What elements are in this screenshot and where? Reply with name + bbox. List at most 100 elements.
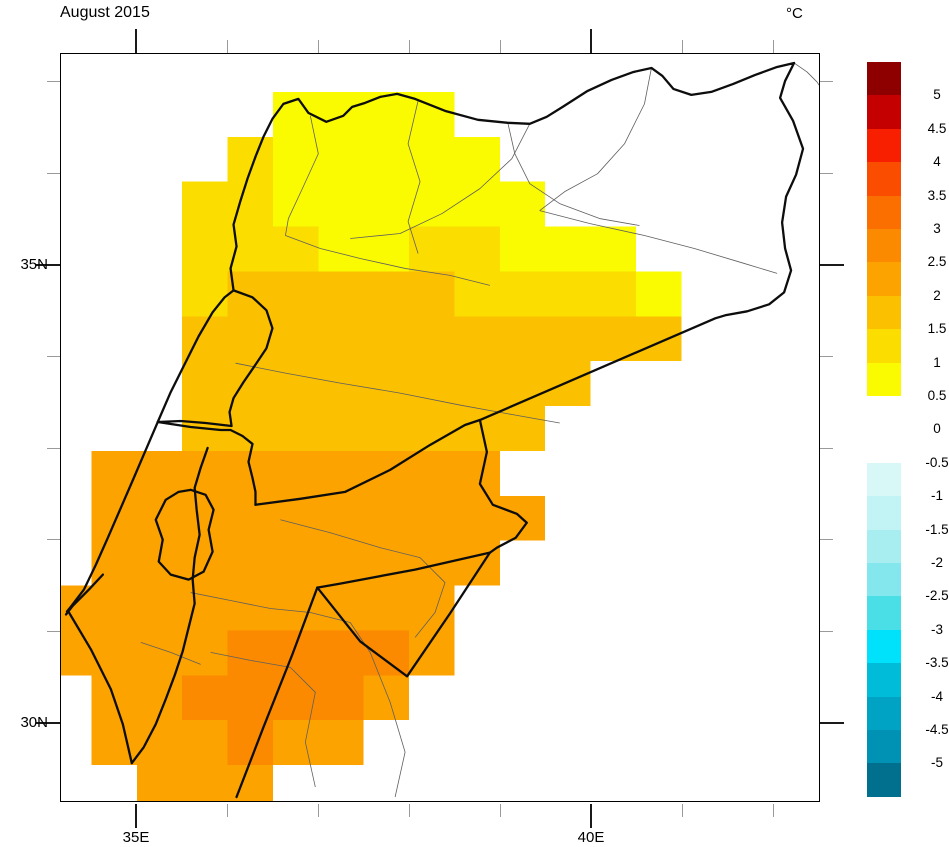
grid-cell (182, 630, 228, 676)
grid-cell (318, 406, 364, 451)
axis-tick (47, 630, 60, 632)
axis-tick (47, 172, 60, 174)
admin-boundary (140, 642, 201, 665)
grid-cell (318, 720, 364, 766)
grid-cell (318, 450, 364, 496)
axis-tick (226, 40, 228, 53)
country-border (235, 586, 319, 799)
grid-cell (182, 271, 228, 317)
colorbar-box (867, 596, 901, 630)
country-border (154, 488, 215, 581)
grid-cell (318, 91, 364, 137)
grid-cell (272, 361, 319, 407)
colorbar-box (867, 763, 901, 797)
axis-tick (820, 630, 833, 632)
country-border (229, 61, 805, 422)
country-border (156, 420, 257, 506)
admin-boundary (210, 652, 316, 788)
grid-cell (182, 765, 228, 801)
grid-cell (136, 585, 183, 631)
axis-tick (820, 172, 833, 174)
colorbar-label: 1.5 (927, 321, 947, 337)
colorbar-box (867, 195, 901, 229)
axis-tick (820, 722, 844, 724)
colorbar-label: -4 (930, 688, 943, 704)
colorbar-label: 2 (933, 287, 941, 303)
axis-tick (820, 539, 833, 541)
grid-cell (182, 675, 228, 721)
grid-cell (409, 495, 455, 541)
grid-cell (136, 720, 183, 766)
grid-cell (272, 316, 319, 362)
axis-tick (820, 447, 833, 449)
colorbar-label: -3.5 (925, 655, 949, 671)
grid-cell (272, 720, 319, 766)
grid-cell (545, 361, 591, 407)
grid-cell (363, 495, 410, 541)
grid-cell (454, 181, 500, 227)
admin-boundary (539, 67, 652, 211)
grid-cell (182, 226, 228, 272)
country-border (65, 420, 159, 613)
grid-cell (227, 316, 273, 362)
grid-cell (499, 226, 546, 272)
country-border (64, 573, 105, 616)
axis-tick (820, 264, 844, 266)
grid-cell (590, 226, 636, 272)
grid-cell (409, 181, 455, 227)
colorbar-box (867, 663, 901, 697)
axis-tick (135, 804, 137, 828)
grid-cell (499, 361, 546, 407)
admin-boundary (793, 62, 819, 86)
map-svg (61, 61, 819, 801)
axis-tick (499, 40, 501, 53)
grid-cell (454, 406, 500, 451)
axis-tick (681, 804, 683, 817)
grid-cell (182, 361, 228, 407)
grid-cell (272, 675, 319, 721)
grid-cell (454, 226, 500, 272)
colorbar-box (867, 462, 901, 497)
axis-tick (36, 722, 60, 724)
colorbar-label: 3 (933, 221, 941, 236)
colorbar-box (867, 563, 901, 597)
grid-cell (499, 406, 546, 451)
colorbar-label: -0.5 (925, 454, 949, 470)
axis-tick (681, 40, 683, 53)
country-border (156, 289, 274, 428)
colorbar-box (867, 730, 901, 764)
grid-cell (409, 450, 455, 496)
grid-cell (227, 765, 273, 801)
grid-cell (635, 316, 682, 362)
admin-boundaries-layer (140, 62, 819, 798)
grid-cell (409, 316, 455, 362)
grid-cell (227, 630, 273, 676)
axis-tick (47, 356, 60, 358)
grid-cell (91, 630, 137, 676)
colorbar-label: -3 (930, 621, 943, 637)
axis-tick (408, 804, 410, 817)
colorbar-box (867, 696, 901, 730)
country-border (316, 551, 492, 589)
grid-cell (454, 316, 500, 362)
axis-tick (590, 29, 592, 53)
grid-cell (454, 271, 500, 317)
grid-cell (635, 271, 682, 317)
grid-cell (363, 316, 410, 362)
axis-tick (408, 40, 410, 53)
grid-cell (590, 316, 636, 362)
grid-cell (272, 585, 319, 631)
admin-boundary (280, 519, 446, 638)
colorbar-box (867, 629, 901, 664)
grid-cell (91, 720, 137, 766)
axis-tick (47, 81, 60, 83)
colorbar-label: 1 (933, 354, 941, 370)
grid-cell (182, 720, 228, 766)
grid-cell (363, 361, 410, 407)
grid-cell (272, 495, 319, 541)
axis-tick (135, 29, 137, 53)
grid-cell (454, 361, 500, 407)
y-axis-tick-label: 30N (20, 714, 48, 731)
colorbar-label: -2.5 (925, 588, 949, 604)
admin-boundary (235, 362, 560, 424)
